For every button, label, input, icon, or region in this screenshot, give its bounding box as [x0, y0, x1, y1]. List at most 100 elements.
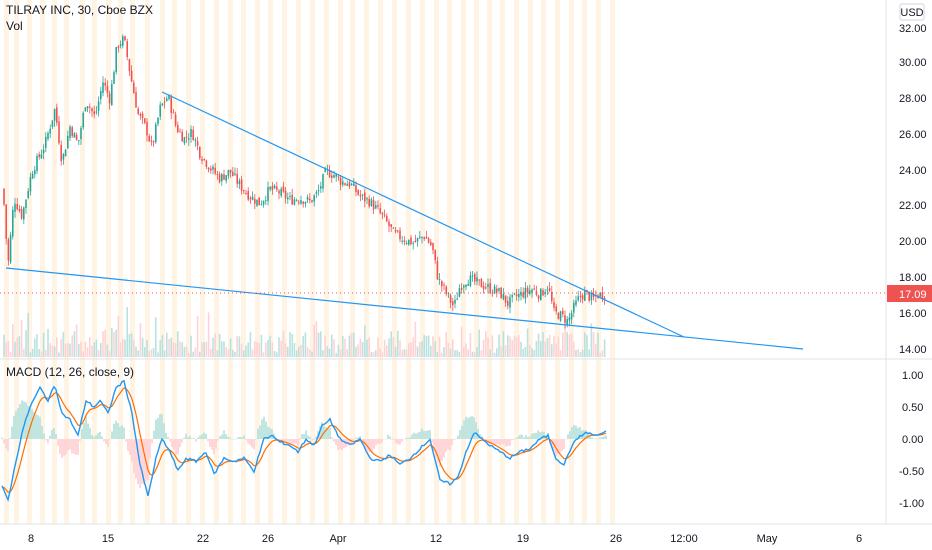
candle-body — [100, 91, 102, 100]
volume-bar — [460, 326, 463, 357]
volume-bar — [258, 342, 260, 357]
volume-bar — [535, 340, 538, 357]
volume-bar — [291, 333, 293, 357]
volume-bar — [317, 332, 320, 357]
macd-histogram-bar — [495, 439, 497, 445]
macd-tick-labels: 1.00 0.50 0.00 -0.50 -1.00 — [899, 370, 924, 510]
volume-bar — [438, 336, 441, 357]
macd-histogram-bar — [127, 439, 129, 452]
price-tick: 26.00 — [899, 129, 927, 141]
volume-bar — [75, 324, 78, 357]
price-tick: 24.00 — [899, 165, 927, 177]
candle-body — [529, 290, 531, 294]
volume-bar — [309, 349, 311, 357]
price-axis[interactable]: USD 32.00 30.00 28.00 26.00 24.00 22.00 … — [885, 0, 932, 524]
macd-histogram-bar — [501, 439, 503, 445]
volume-bar — [513, 335, 516, 357]
session-band — [160, 0, 165, 524]
candle-body — [172, 112, 175, 114]
macd-histogram-bar — [233, 438, 235, 440]
macd-histogram-bar — [133, 439, 135, 473]
volume-legend[interactable]: Vol — [6, 19, 23, 33]
macd-histogram-bar — [47, 439, 49, 444]
macd-histogram-bar — [403, 439, 405, 440]
candle-body — [467, 283, 469, 286]
upper-trendline[interactable] — [161, 91, 685, 338]
macd-histogram-bar — [51, 429, 53, 439]
macd-histogram-bar — [1, 437, 3, 439]
candle-body — [515, 294, 518, 297]
macd-histogram-bar — [435, 439, 437, 458]
macd-histogram-bar — [237, 437, 239, 439]
macd-legend[interactable]: MACD (12, 26, close, 9) — [6, 365, 134, 379]
candle-body — [298, 201, 300, 203]
candle-body — [267, 187, 269, 202]
volume-bar — [346, 349, 348, 357]
volume-bar — [20, 320, 23, 357]
candle-body — [201, 159, 203, 161]
candle-body — [377, 205, 379, 207]
volume-bar — [137, 350, 139, 357]
candle-body — [425, 237, 428, 239]
candle-body — [546, 289, 549, 291]
currency-badge[interactable] — [899, 3, 925, 21]
volume-bar — [511, 339, 513, 357]
price-panel[interactable] — [0, 34, 886, 357]
macd-histogram-bar — [593, 438, 595, 440]
candle-body — [227, 169, 230, 176]
candle-body — [438, 278, 441, 280]
volume-bar — [524, 346, 527, 357]
macd-histogram-bar — [45, 439, 47, 441]
volume-bar — [394, 346, 397, 357]
macd-histogram-bar — [151, 439, 153, 444]
volume-bar — [84, 341, 87, 357]
volume-bar — [500, 346, 502, 357]
candle-body — [337, 176, 340, 178]
volume-bar — [390, 331, 392, 357]
macd-histogram-bar — [507, 439, 509, 446]
candle-body — [311, 200, 313, 203]
time-axis[interactable]: 8 15 22 26 Apr 12 19 26 12:00 May 6 — [0, 523, 932, 545]
macd-histogram-bar — [89, 427, 91, 439]
macd-panel[interactable] — [1, 379, 607, 502]
candle-body — [170, 96, 172, 114]
macd-tick: 0.00 — [902, 434, 923, 446]
candle-body — [353, 183, 355, 186]
volume-bar — [601, 350, 604, 357]
candle-body — [27, 191, 29, 198]
candle-body — [317, 190, 320, 192]
macd-histogram-bar — [513, 439, 515, 440]
candle-body — [511, 294, 513, 298]
volume-bar — [218, 333, 221, 357]
volume-bar — [221, 341, 223, 357]
macd-histogram-bar — [541, 431, 543, 439]
candle-body — [559, 311, 562, 321]
symbol-title[interactable]: TILRAY INC, 30, Cboe BZX — [6, 3, 153, 17]
candle-body — [551, 291, 553, 302]
candle-body — [95, 111, 98, 113]
lower-trendline[interactable] — [5, 267, 804, 350]
macd-histogram-bar — [67, 439, 69, 451]
candle-body — [117, 46, 120, 48]
candle-body — [282, 186, 285, 192]
macd-histogram-bar — [129, 439, 131, 456]
candle-body — [137, 108, 139, 114]
macd-histogram-bar — [569, 431, 571, 439]
candle-body — [225, 175, 227, 181]
macd-histogram-bar — [313, 439, 315, 441]
volume-bar — [313, 324, 315, 357]
volume-bar — [324, 336, 326, 357]
volume-bar — [260, 334, 263, 357]
volume-bar — [45, 349, 47, 357]
macd-histogram-bar — [399, 439, 401, 445]
macd-histogram-bar — [581, 430, 583, 439]
candle-body — [482, 286, 485, 290]
candle-body — [218, 174, 221, 183]
candle-body — [454, 299, 456, 304]
volume-bar — [93, 342, 95, 357]
volume-bar — [293, 342, 296, 357]
volume-bar — [581, 349, 584, 357]
macd-histogram-bar — [195, 439, 197, 442]
volume-bar — [234, 351, 236, 357]
